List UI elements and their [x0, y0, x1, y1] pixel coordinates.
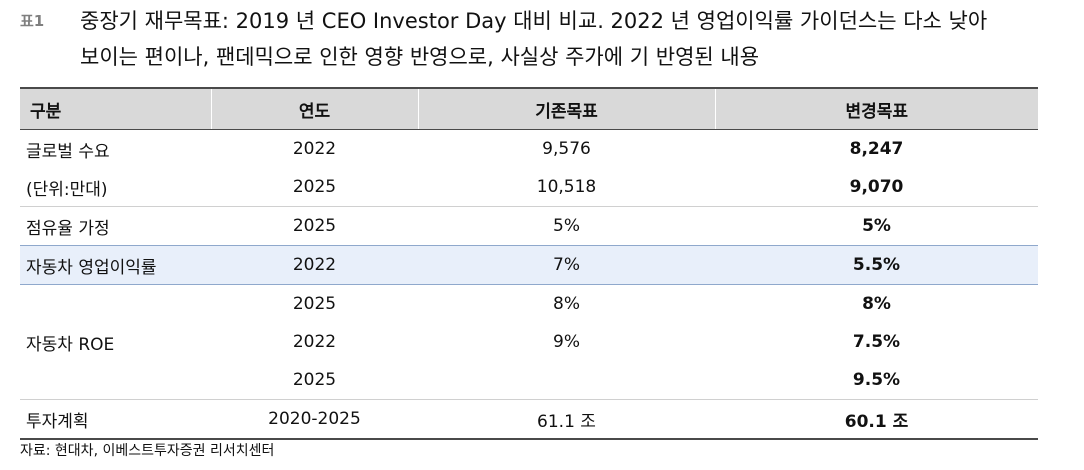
cell-new: 9.5%	[852, 370, 901, 390]
cell-old: 8%	[553, 294, 580, 314]
cell-year: 2025	[211, 206, 418, 246]
cell-old	[418, 361, 715, 400]
table-header-row: 구분 연도 기존목표 변경목표	[20, 87, 1038, 130]
cell-old: 7%	[418, 245, 715, 285]
table-row: 점유율 가정 2025 5% 5%	[20, 206, 1038, 246]
cell-new: 5%	[715, 206, 1038, 246]
cell-new: 60.1 조	[715, 399, 1038, 440]
table-row: 2025 9.5%	[20, 361, 1038, 400]
table-row: 2022 9% 7.5%	[20, 323, 1038, 361]
cell-year: 2025	[292, 370, 337, 390]
cell-year: 2022	[292, 332, 337, 352]
table-row: 자동차 ROE 2025 8% 8%	[20, 284, 1038, 400]
table-row: 투자계획 2020-2025 61.1 조 60.1 조	[20, 399, 1038, 440]
table-row: (단위:만대) 2025 10,518 9,070	[20, 168, 1038, 207]
caption-label: 표1	[20, 12, 45, 30]
row-label-invest: 투자계획	[20, 399, 211, 440]
cell-new: 8,247	[849, 139, 904, 159]
header-year: 연도	[210, 87, 418, 130]
cell-old: 9,576	[542, 139, 591, 159]
cell-year: 2022	[211, 245, 418, 285]
caption-line-2: 보이는 편이나, 팬데믹으로 인한 영향 반영으로, 사실상 주가에 기 반영된…	[80, 45, 760, 69]
header-old-target: 기존목표	[417, 87, 715, 130]
source-note: 자료: 현대차, 이베스트투자증권 리서치센터	[20, 443, 275, 459]
row-label-global-demand: 글로벌 수요	[26, 141, 110, 162]
cell-new: 9,070	[849, 177, 904, 197]
table-row: 글로벌 수요 2022 9,576 8,247	[20, 130, 1038, 169]
caption-line-1: 표1 중장기 재무목표: 2019 년 CEO Investor Day 대비 비…	[20, 6, 987, 36]
cell-new: 5.5%	[715, 245, 1038, 285]
financial-targets-table: 구분 연도 기존목표 변경목표 글로벌 수요 2022 9,576 8,247 …	[20, 87, 1038, 440]
row-label-unit: (단위:만대)	[26, 179, 108, 200]
cell-old: 10,518	[536, 177, 597, 197]
cell-old: 5%	[418, 206, 715, 246]
row-label-margin: 자동차 영업이익률	[20, 245, 211, 285]
header-category: 구분	[20, 87, 211, 130]
cell-new: 8%	[862, 294, 891, 314]
cell-year: 2022	[292, 139, 337, 159]
cell-old: 61.1 조	[418, 399, 715, 440]
cell-old: 9%	[553, 332, 580, 352]
row-label-roe: 자동차 ROE	[20, 284, 211, 400]
cell-year: 2020-2025	[211, 399, 418, 440]
cell-year: 2025	[292, 177, 337, 197]
caption-text-1: 중장기 재무목표: 2019 년 CEO Investor Day 대비 비교.…	[80, 9, 988, 33]
cell-year: 2025	[292, 294, 337, 314]
cell-new: 7.5%	[852, 332, 901, 352]
header-new-target: 변경목표	[714, 87, 1038, 130]
row-label-share: 점유율 가정	[20, 206, 211, 246]
table-row-highlighted: 자동차 영업이익률 2022 7% 5.5%	[20, 245, 1038, 285]
